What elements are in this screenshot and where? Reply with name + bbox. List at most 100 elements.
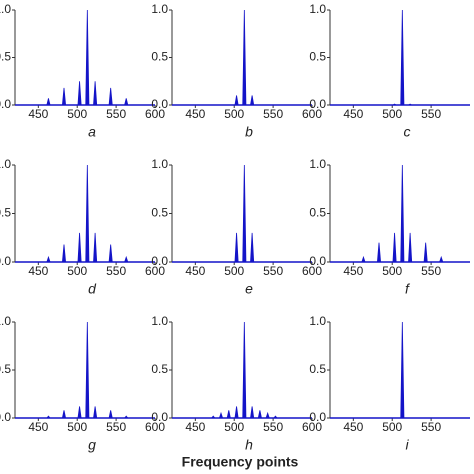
spectral-peak bbox=[93, 406, 98, 419]
y-tick-label: 0.5 bbox=[151, 362, 168, 376]
x-tick-label: 450 bbox=[343, 264, 363, 278]
y-tick-label: 0.0 bbox=[309, 97, 326, 111]
panel-label: f bbox=[405, 281, 411, 297]
spectral-peak bbox=[423, 242, 428, 263]
x-tick-label: 450 bbox=[185, 107, 205, 121]
y-tick-label: 1.0 bbox=[0, 314, 11, 328]
spectral-peak bbox=[257, 410, 262, 419]
spectral-peak bbox=[61, 87, 67, 106]
x-tick-label: 600 bbox=[302, 107, 322, 121]
spectral-peak bbox=[124, 98, 129, 106]
y-tick-label: 1.0 bbox=[0, 157, 11, 171]
panel-label: h bbox=[245, 437, 253, 453]
y-tick-label: 1.0 bbox=[309, 314, 326, 328]
spectral-peak bbox=[93, 81, 98, 106]
spectral-peak bbox=[123, 415, 129, 419]
spectral-peak bbox=[361, 255, 366, 263]
x-tick-label: 550 bbox=[421, 420, 441, 434]
y-tick-label: 0.5 bbox=[0, 206, 11, 220]
spectral-peak bbox=[218, 411, 224, 419]
y-tick-label: 0.0 bbox=[151, 410, 168, 424]
y-tick-label: 0.0 bbox=[0, 410, 11, 424]
panel-label: a bbox=[88, 124, 96, 140]
y-tick-label: 0.5 bbox=[151, 50, 168, 64]
y-tick-label: 0.5 bbox=[309, 50, 326, 64]
spectral-peak bbox=[234, 95, 239, 106]
x-tick-label: 550 bbox=[263, 107, 283, 121]
panel-label: g bbox=[88, 437, 96, 453]
spectral-peak bbox=[77, 406, 82, 419]
x-tick-label: 500 bbox=[67, 420, 87, 434]
spectral-peak bbox=[85, 321, 90, 419]
y-tick-label: 0.0 bbox=[309, 254, 326, 268]
x-tick-label: 500 bbox=[67, 107, 87, 121]
panel-label: c bbox=[404, 124, 411, 140]
x-tick-label: 600 bbox=[302, 420, 322, 434]
spectral-peak bbox=[85, 164, 90, 263]
y-tick-label: 0.5 bbox=[309, 206, 326, 220]
spectral-peak bbox=[124, 255, 129, 263]
y-tick-label: 1.0 bbox=[151, 2, 168, 16]
y-tick-label: 1.0 bbox=[151, 157, 168, 171]
x-tick-label: 450 bbox=[185, 420, 205, 434]
x-tick-label: 550 bbox=[421, 107, 441, 121]
spectral-peak bbox=[46, 98, 51, 106]
x-tick-label: 450 bbox=[185, 264, 205, 278]
y-tick-label: 0.0 bbox=[0, 97, 11, 111]
y-tick-label: 0.0 bbox=[151, 254, 168, 268]
y-tick-label: 1.0 bbox=[309, 157, 326, 171]
spectral-peak bbox=[272, 415, 278, 419]
spectral-peak bbox=[407, 103, 414, 106]
spectral-peak bbox=[210, 415, 216, 419]
x-tick-label: 450 bbox=[343, 107, 363, 121]
spectral-peak bbox=[226, 410, 231, 419]
spectral-peak bbox=[250, 95, 255, 106]
spectral-peak bbox=[250, 232, 255, 263]
spectral-peak bbox=[400, 164, 405, 263]
spectral-peak bbox=[400, 9, 405, 106]
spectral-peak bbox=[392, 232, 397, 263]
y-tick-label: 0.5 bbox=[0, 362, 11, 376]
spectral-peak bbox=[408, 232, 413, 263]
spectral-peak bbox=[242, 321, 247, 419]
spectral-peak bbox=[242, 9, 247, 106]
spectral-peak bbox=[376, 242, 382, 263]
y-tick-label: 0.0 bbox=[0, 254, 11, 268]
x-tick-label: 450 bbox=[28, 420, 48, 434]
spectral-peak bbox=[85, 9, 90, 106]
x-tick-label: 500 bbox=[382, 107, 402, 121]
spectral-peak bbox=[400, 321, 405, 419]
spectral-peak bbox=[61, 244, 67, 263]
spectral-peak bbox=[265, 411, 270, 419]
spectral-peak bbox=[93, 232, 98, 263]
x-tick-label: 600 bbox=[145, 420, 165, 434]
spectral-peak bbox=[77, 232, 82, 263]
spectral-peak bbox=[61, 410, 67, 419]
spectral-peak bbox=[439, 255, 444, 263]
spectral-peak bbox=[108, 244, 113, 263]
y-tick-label: 1.0 bbox=[309, 2, 326, 16]
x-tick-label: 450 bbox=[28, 264, 48, 278]
y-tick-label: 1.0 bbox=[0, 2, 11, 16]
panel-label: d bbox=[88, 281, 97, 297]
x-tick-label: 550 bbox=[421, 264, 441, 278]
y-tick-label: 0.5 bbox=[0, 50, 11, 64]
spectral-peak bbox=[234, 406, 239, 419]
spectral-peak bbox=[250, 406, 255, 419]
x-tick-label: 550 bbox=[263, 420, 283, 434]
y-tick-label: 1.0 bbox=[151, 314, 168, 328]
x-tick-label: 550 bbox=[106, 420, 126, 434]
x-tick-label: 500 bbox=[382, 420, 402, 434]
panel-label: b bbox=[245, 124, 253, 140]
spectral-peak bbox=[77, 81, 82, 106]
spectral-peak bbox=[46, 255, 51, 263]
y-tick-label: 0.0 bbox=[309, 410, 326, 424]
spectral-peak bbox=[108, 410, 113, 419]
x-tick-label: 600 bbox=[145, 264, 165, 278]
x-tick-label: 600 bbox=[302, 264, 322, 278]
y-tick-label: 0.0 bbox=[151, 97, 168, 111]
y-tick-label: 0.5 bbox=[151, 206, 168, 220]
x-tick-label: 450 bbox=[28, 107, 48, 121]
x-tick-label: 500 bbox=[224, 264, 244, 278]
x-tick-label: 550 bbox=[106, 264, 126, 278]
